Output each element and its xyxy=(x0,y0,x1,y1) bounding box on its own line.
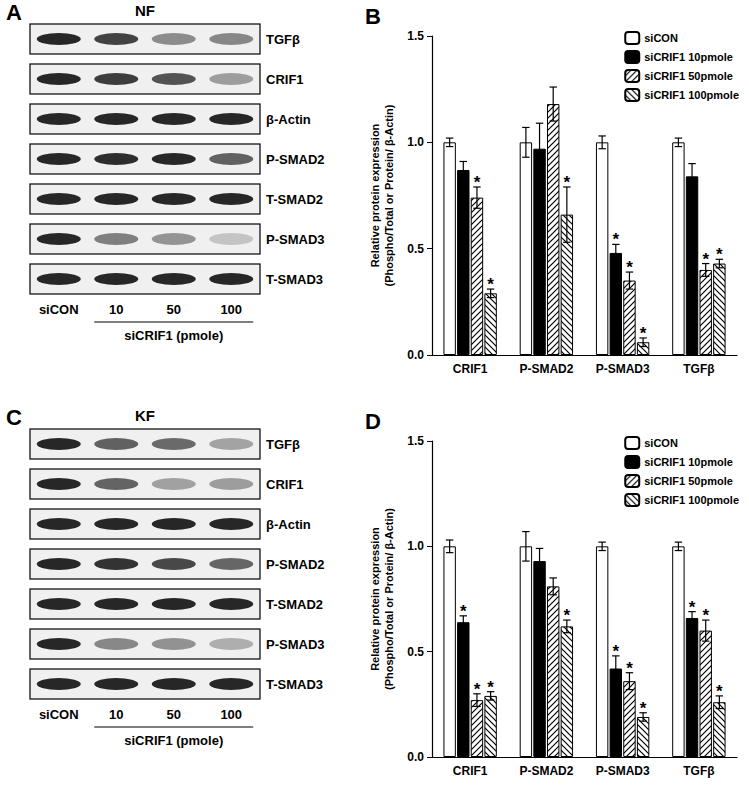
svg-text:*: * xyxy=(474,173,481,192)
svg-text:*: * xyxy=(716,682,723,701)
svg-text:TGFβ: TGFβ xyxy=(266,32,300,47)
svg-text:T-SMAD3: T-SMAD3 xyxy=(266,677,323,692)
svg-text:NF: NF xyxy=(135,2,155,19)
svg-text:100: 100 xyxy=(220,302,242,317)
svg-text:0.0: 0.0 xyxy=(407,348,424,362)
svg-text:B: B xyxy=(365,4,381,29)
svg-text:0.5: 0.5 xyxy=(407,242,424,256)
svg-text:100: 100 xyxy=(220,707,242,722)
svg-text:*: * xyxy=(564,173,571,192)
svg-text:*: * xyxy=(612,642,619,661)
svg-text:Relative protein expression: Relative protein expression xyxy=(369,123,381,267)
svg-text:*: * xyxy=(689,598,696,617)
svg-text:1.5: 1.5 xyxy=(407,434,424,448)
svg-text:siCON: siCON xyxy=(644,437,678,449)
svg-text:1.0: 1.0 xyxy=(407,135,424,149)
svg-text:T-SMAD3: T-SMAD3 xyxy=(266,272,323,287)
svg-text:siCRIF1 50pmole: siCRIF1 50pmole xyxy=(644,475,733,487)
svg-text:T-SMAD2: T-SMAD2 xyxy=(266,597,323,612)
svg-text:T-SMAD2: T-SMAD2 xyxy=(266,192,323,207)
svg-text:P-SMAD2: P-SMAD2 xyxy=(266,557,325,572)
svg-text:siCON: siCON xyxy=(39,707,79,722)
svg-text:P-SMAD3: P-SMAD3 xyxy=(266,232,325,247)
svg-text:D: D xyxy=(365,409,381,434)
svg-text:TGFβ: TGFβ xyxy=(683,362,714,376)
svg-text:*: * xyxy=(640,699,647,718)
svg-text:1.0: 1.0 xyxy=(407,539,424,553)
svg-text:(Phospho/Total or Protein/ β-A: (Phospho/Total or Protein/ β-Actin) xyxy=(383,508,395,690)
svg-text:10: 10 xyxy=(109,707,123,722)
svg-text:siCRIF1 50pmole: siCRIF1 50pmole xyxy=(644,70,733,82)
svg-text:P-SMAD2: P-SMAD2 xyxy=(519,362,573,376)
svg-text:*: * xyxy=(474,680,481,699)
svg-text:50: 50 xyxy=(167,707,181,722)
svg-text:0.0: 0.0 xyxy=(407,750,424,764)
svg-text:*: * xyxy=(612,230,619,249)
svg-text:*: * xyxy=(626,659,633,678)
svg-text:siCON: siCON xyxy=(644,32,678,44)
svg-text:*: * xyxy=(626,258,633,277)
svg-text:(Phospho/Total or Protein/ β-A: (Phospho/Total or Protein/ β-Actin) xyxy=(383,104,395,286)
svg-text:CRIF1: CRIF1 xyxy=(453,362,488,376)
svg-text:CRIF1: CRIF1 xyxy=(266,477,304,492)
svg-text:*: * xyxy=(487,275,494,294)
svg-text:P-SMAD2: P-SMAD2 xyxy=(266,152,325,167)
svg-text:P-SMAD2: P-SMAD2 xyxy=(519,764,573,778)
svg-text:siCRIF1 10pmole: siCRIF1 10pmole xyxy=(644,51,733,63)
svg-text:siCRIF1 (pmole): siCRIF1 (pmole) xyxy=(124,328,223,343)
svg-text:*: * xyxy=(702,606,709,625)
svg-text:CRIF1: CRIF1 xyxy=(453,764,488,778)
svg-text:1.5: 1.5 xyxy=(407,29,424,43)
svg-text:50: 50 xyxy=(167,302,181,317)
svg-text:siCRIF1 100pmole: siCRIF1 100pmole xyxy=(644,89,739,101)
svg-text:P-SMAD3: P-SMAD3 xyxy=(596,362,650,376)
svg-text:*: * xyxy=(716,245,723,264)
svg-text:KF: KF xyxy=(135,407,155,424)
svg-text:C: C xyxy=(6,405,22,430)
svg-text:P-SMAD3: P-SMAD3 xyxy=(266,637,325,652)
svg-text:0.5: 0.5 xyxy=(407,645,424,659)
svg-text:siCRIF1 100pmole: siCRIF1 100pmole xyxy=(644,494,739,506)
svg-text:*: * xyxy=(640,324,647,343)
svg-text:10: 10 xyxy=(109,302,123,317)
svg-text:P-SMAD3: P-SMAD3 xyxy=(596,764,650,778)
svg-text:siCON: siCON xyxy=(39,302,79,317)
svg-text:TGFβ: TGFβ xyxy=(266,437,300,452)
svg-text:*: * xyxy=(487,678,494,697)
svg-text:β-Actin: β-Actin xyxy=(266,517,311,532)
svg-text:*: * xyxy=(460,602,467,621)
svg-text:TGFβ: TGFβ xyxy=(683,764,714,778)
svg-text:β-Actin: β-Actin xyxy=(266,112,311,127)
svg-text:A: A xyxy=(6,0,22,25)
svg-text:*: * xyxy=(564,606,571,625)
svg-text:Relative protein expression: Relative protein expression xyxy=(369,527,381,671)
svg-text:*: * xyxy=(702,250,709,269)
svg-text:siCRIF1 (pmole): siCRIF1 (pmole) xyxy=(124,733,223,748)
svg-text:CRIF1: CRIF1 xyxy=(266,72,304,87)
svg-text:siCRIF1 10pmole: siCRIF1 10pmole xyxy=(644,456,733,468)
